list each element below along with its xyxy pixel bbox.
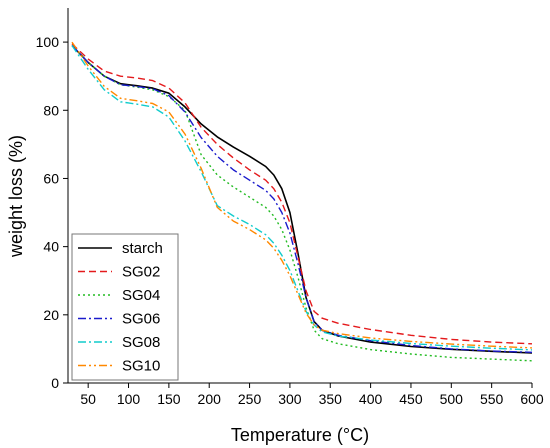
legend-label: starch: [122, 240, 163, 257]
series-line-sg04: [71, 45, 533, 362]
series-line-sg10: [71, 41, 533, 349]
x-tick-label: 350: [319, 391, 343, 407]
x-tick-label: 150: [157, 391, 181, 407]
axes-layer: [67, 8, 532, 384]
x-tick-label: 450: [399, 391, 423, 407]
x-tick-label: 200: [198, 391, 222, 407]
y-tick-label: 100: [36, 34, 60, 50]
y-ticks: 0 20 40 60 80 100: [36, 34, 68, 391]
y-tick-label: 80: [43, 102, 59, 118]
series-line-sg02: [71, 43, 533, 345]
y-tick-label: 0: [51, 375, 59, 391]
legend: starch SG02 SG04 SG06 SG08 SG10: [71, 233, 179, 381]
x-tick-label: 300: [278, 391, 302, 407]
legend-label: SG04: [122, 287, 160, 304]
legend-label: SG08: [122, 334, 160, 351]
x-tick-label: 50: [80, 391, 96, 407]
legend-label: SG06: [122, 311, 160, 328]
legend-label: SG10: [122, 358, 160, 375]
x-tick-label: 600: [520, 391, 544, 407]
y-tick-label: 20: [43, 307, 59, 323]
x-axis-title: Temperature (°C): [231, 425, 369, 445]
y-tick-label: 40: [43, 239, 59, 255]
y-tick-label: 60: [43, 170, 59, 186]
x-tick-label: 550: [480, 391, 504, 407]
x-tick-label: 100: [117, 391, 141, 407]
series-layer: [71, 41, 533, 362]
legend-label: SG02: [122, 264, 160, 281]
y-axis-title: weight loss (%): [6, 135, 26, 258]
x-tick-label: 400: [359, 391, 383, 407]
legend-box: [71, 233, 179, 381]
series-line-sg08: [71, 45, 533, 351]
x-tick-label: 250: [238, 391, 262, 407]
x-ticks: 50 100 150 200 250 300 350 400 450 500 550 600: [80, 383, 544, 407]
x-tick-label: 500: [440, 391, 464, 407]
series-line-sg06: [71, 45, 533, 353]
